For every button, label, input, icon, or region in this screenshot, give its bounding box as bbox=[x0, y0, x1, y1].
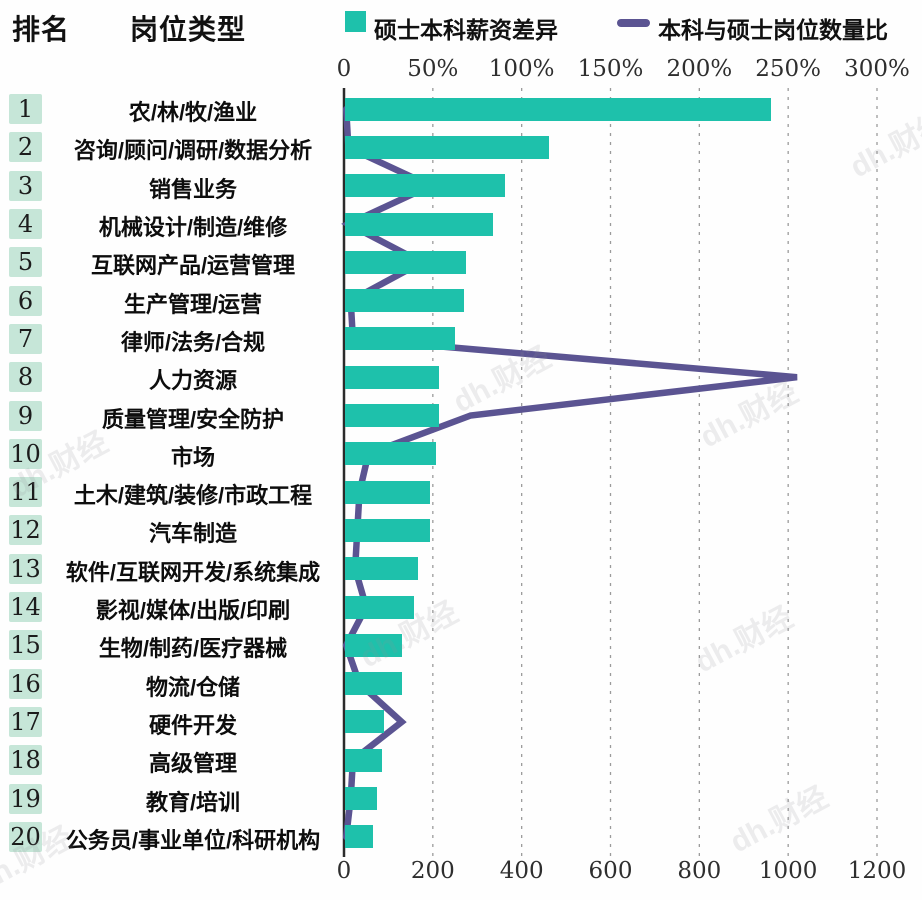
job-category-label: 机械设计/制造/维修 bbox=[98, 215, 288, 241]
salary-gap-bar bbox=[345, 442, 436, 466]
salary-gap-bar bbox=[345, 404, 440, 428]
rank-badge: 4 bbox=[9, 209, 42, 240]
job-category-label: 影视/媒体/出版/印刷 bbox=[95, 598, 291, 624]
salary-gap-bar bbox=[345, 327, 456, 351]
top-axis-tick: 50% bbox=[407, 56, 459, 82]
job-category-label: 生产管理/运营 bbox=[123, 291, 263, 317]
job-category-label: 高级管理 bbox=[148, 751, 237, 777]
salary-gap-bar bbox=[345, 289, 464, 313]
salary-gap-bar bbox=[345, 710, 385, 734]
top-axis-tick: 300% bbox=[844, 56, 910, 82]
salary-gap-bar bbox=[345, 633, 402, 657]
line-legend-swatch-icon bbox=[617, 19, 650, 27]
job-category-label: 物流/仓储 bbox=[145, 674, 241, 700]
top-axis-tick: 150% bbox=[577, 56, 644, 82]
job-category-label: 教育/培训 bbox=[145, 789, 241, 815]
top-axis-tick: 200% bbox=[666, 56, 733, 82]
top-axis-tick: 250% bbox=[755, 56, 822, 82]
salary-gap-bar bbox=[345, 748, 383, 772]
rank-badge: 8 bbox=[9, 362, 42, 393]
salary-gap-bar bbox=[345, 672, 402, 696]
rank-badge: 19 bbox=[9, 783, 42, 814]
salary-gap-bar bbox=[345, 787, 377, 811]
bottom-axis-tick: 800 bbox=[677, 858, 722, 884]
salary-gap-bar bbox=[345, 480, 431, 504]
line-legend-label: 本科与硕士岗位数量比 bbox=[658, 17, 888, 43]
salary-gap-bar bbox=[345, 135, 550, 159]
rank-badge: 11 bbox=[9, 477, 42, 508]
rank-badge: 7 bbox=[9, 323, 42, 354]
salary-gap-bar bbox=[345, 365, 440, 389]
bottom-axis-tick: 400 bbox=[499, 858, 544, 884]
job-category-label: 软件/互联网开发/系统集成 bbox=[65, 559, 321, 585]
bar-legend-swatch-icon bbox=[345, 11, 366, 32]
rank-badge: 12 bbox=[9, 515, 42, 546]
rank-badge: 16 bbox=[9, 668, 42, 699]
rank-badge: 13 bbox=[9, 553, 42, 584]
salary-gap-bar bbox=[345, 557, 418, 581]
rank-column-header: 排名 bbox=[12, 14, 71, 45]
salary-gap-bar bbox=[345, 250, 466, 274]
rank-badge: 1 bbox=[9, 94, 42, 125]
bottom-axis-tick: 200 bbox=[410, 858, 455, 884]
rank-badge: 17 bbox=[9, 706, 42, 737]
job-category-label: 硬件开发 bbox=[148, 712, 237, 738]
rank-badge: 20 bbox=[9, 821, 42, 852]
job-category-label: 律师/法务/合规 bbox=[120, 329, 266, 355]
top-axis-tick: 0 bbox=[336, 56, 352, 82]
top-axis-tick: 100% bbox=[488, 56, 555, 82]
rank-badge: 3 bbox=[9, 170, 42, 201]
rank-badge: 2 bbox=[9, 132, 42, 163]
rank-badge: 10 bbox=[9, 438, 42, 469]
job-category-label: 销售业务 bbox=[148, 176, 237, 202]
job-category-label: 生物/制药/医疗器械 bbox=[98, 636, 288, 662]
job-category-label: 农/林/牧/渔业 bbox=[128, 100, 258, 126]
salary-gap-bar bbox=[345, 212, 493, 236]
job-category-label: 公务员/事业单位/科研机构 bbox=[65, 827, 321, 853]
bottom-axis-tick: 600 bbox=[588, 858, 633, 884]
rank-badge: 15 bbox=[9, 630, 42, 661]
job-category-label: 土木/建筑/装修/市政工程 bbox=[73, 483, 313, 509]
job-category-label: 质量管理/安全防护 bbox=[101, 406, 285, 432]
bar-legend-label: 硕士本科薪资差异 bbox=[374, 17, 558, 43]
job-category-label: 咨询/顾问/调研/数据分析 bbox=[73, 138, 313, 164]
jobtype-column-header: 岗位类型 bbox=[130, 14, 247, 45]
salary-gap-bar bbox=[345, 825, 374, 849]
salary-gap-bar bbox=[345, 518, 431, 542]
job-category-label: 市场 bbox=[170, 444, 215, 470]
rank-badge: 9 bbox=[9, 400, 42, 431]
salary-gap-bar bbox=[345, 595, 415, 619]
rank-badge: 18 bbox=[9, 745, 42, 776]
rank-badge: 14 bbox=[9, 592, 42, 623]
job-category-label: 人力资源 bbox=[148, 368, 237, 394]
job-category-label: 互联网产品/运营管理 bbox=[90, 253, 296, 279]
bottom-axis-tick: 0 bbox=[336, 858, 352, 884]
bottom-axis-tick: 1000 bbox=[758, 858, 818, 884]
bottom-axis-tick: 1200 bbox=[847, 858, 907, 884]
job-category-label: 汽车制造 bbox=[148, 521, 237, 547]
salary-gap-bar bbox=[345, 174, 505, 198]
rank-badge: 5 bbox=[9, 247, 42, 278]
salary-gap-bar bbox=[345, 97, 772, 121]
rank-badge: 6 bbox=[9, 285, 42, 316]
